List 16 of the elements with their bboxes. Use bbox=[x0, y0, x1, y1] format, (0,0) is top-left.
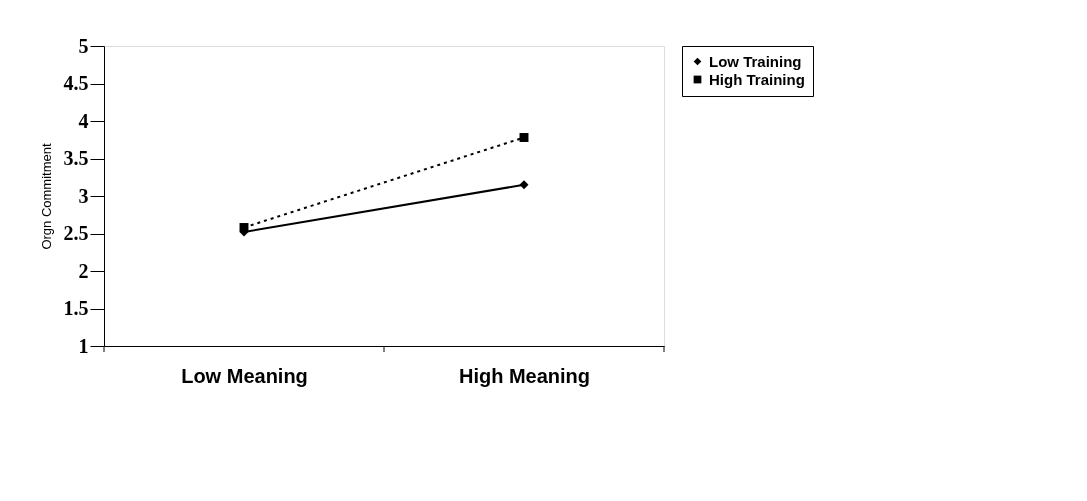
y-tick-label: 3.5 bbox=[63, 147, 89, 169]
point bbox=[519, 133, 529, 142]
y-tick-label: 1 bbox=[78, 334, 89, 357]
y-tick-label: 2 bbox=[78, 259, 89, 282]
y-axis-title: Orgn Commitment bbox=[38, 143, 54, 250]
legend-label: Low Training bbox=[709, 52, 802, 70]
y-tick-label: 1.5 bbox=[63, 297, 89, 319]
point bbox=[519, 180, 529, 190]
y-tick-label: 4.5 bbox=[63, 72, 89, 94]
y-tick-label: 3 bbox=[78, 184, 89, 207]
y-tick-label: 5 bbox=[78, 34, 89, 57]
x-tick-label: Low Meaning bbox=[181, 364, 308, 387]
y-tick-label: 4 bbox=[78, 109, 89, 132]
x-tick-label: High Meaning bbox=[458, 364, 591, 387]
y-tick-label: 2.5 bbox=[63, 222, 89, 244]
legend-label: High Training bbox=[709, 70, 805, 88]
